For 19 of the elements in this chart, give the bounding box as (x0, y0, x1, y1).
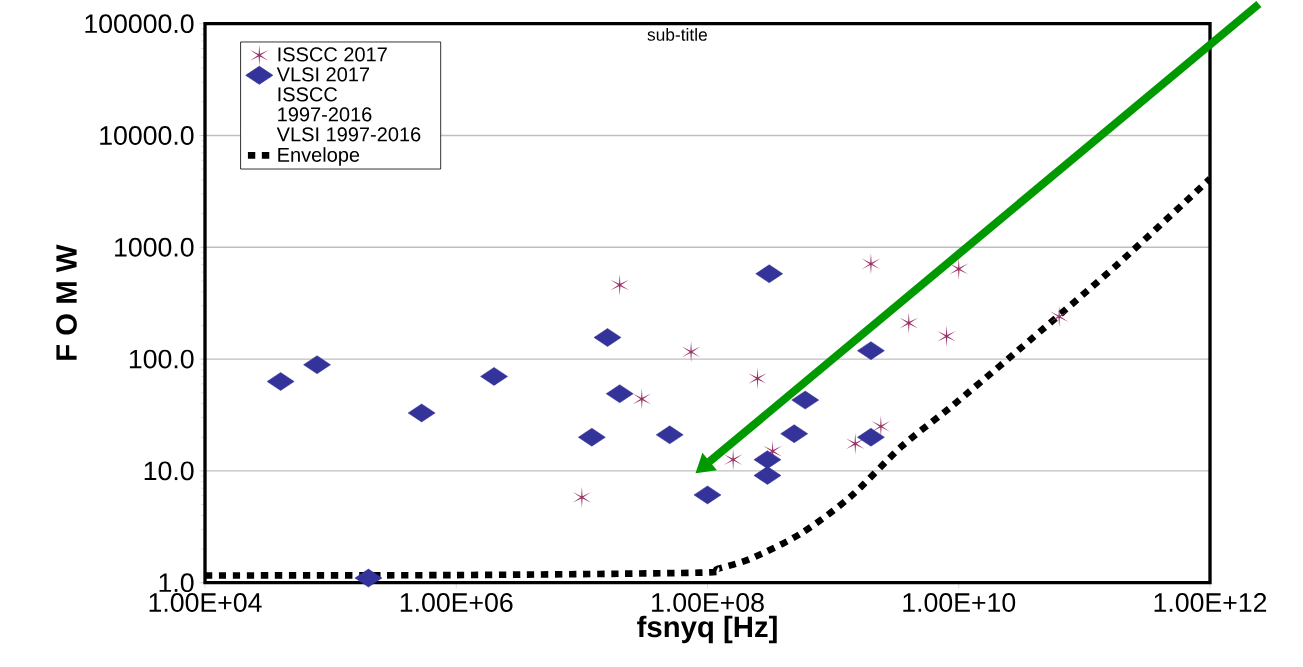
y-axis-title: F O M W (56, 244, 77, 361)
legend-label: VLSI 2017 (276, 67, 370, 82)
y-tick-label: 100.0 (129, 349, 194, 369)
y-tick-label: 100000.0 (85, 14, 194, 34)
x-axis-title: fsnyq [Hz] (637, 615, 777, 644)
text: VLSI 1997-2016 (276, 127, 421, 142)
y-tick-label: 1000.0 (115, 238, 194, 257)
y-tick-label: 10000.0 (100, 126, 194, 146)
y-tick-label: 10.0 (144, 461, 194, 481)
text: ISSCC 1997-2016 (278, 87, 372, 122)
x-tick-label: 1.00E+10 (903, 593, 1016, 613)
x-tick-label: 1.00E+08 (652, 593, 764, 613)
x-tick-label: 1.00E+04 (149, 593, 262, 613)
x-tick-label: 1.00E+06 (400, 593, 513, 613)
chart-subtitle: sub-title (647, 28, 707, 41)
legend-label: Envelope (278, 147, 360, 166)
x-tick-label: 1.00E+12 (1154, 593, 1267, 613)
legend-label: ISSCC 2017 (278, 47, 387, 62)
y-tick-label: 1.0 (159, 573, 194, 593)
